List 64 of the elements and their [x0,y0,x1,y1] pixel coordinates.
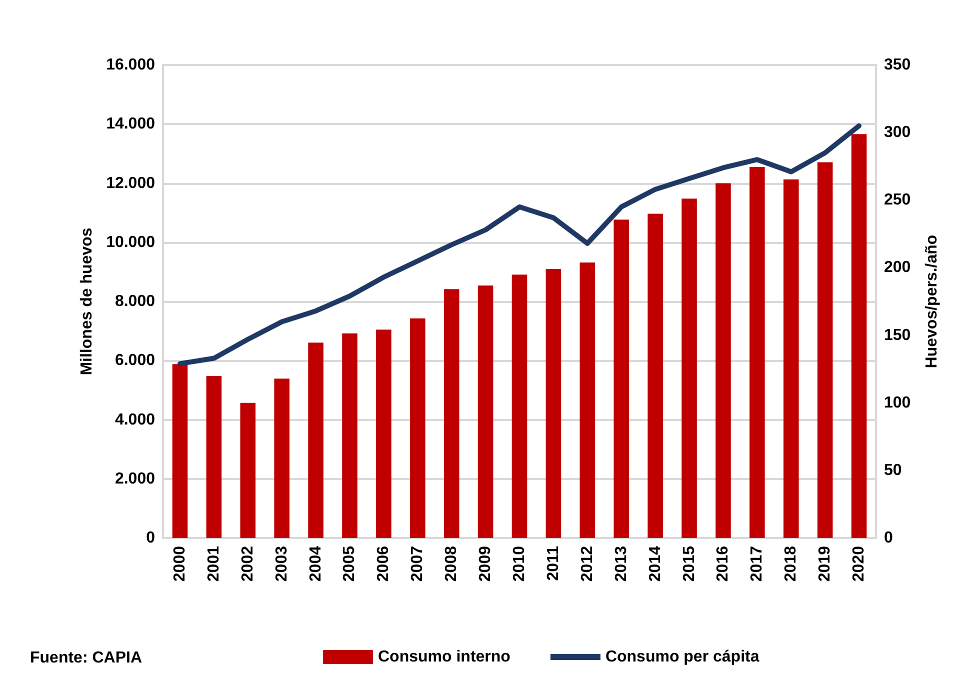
y-tick-label: 8.000 [114,293,156,310]
bar [512,274,528,538]
x-tick-label: 2014 [646,546,664,582]
bar [614,220,629,538]
bar [478,286,494,538]
bar [750,166,765,538]
y-tick-label: 14.000 [106,116,156,133]
x-tick-label: 2007 [409,546,426,582]
bar [444,289,460,538]
y-tick-label: 16.000 [106,56,156,74]
bar [817,162,833,538]
x-tick-label: 2020 [850,546,868,582]
y-tick-label: 0 [146,530,156,546]
bar [308,342,324,538]
bar [580,262,596,538]
y-tick-label: 12.000 [106,174,156,192]
x-tick-label: 2002 [239,546,256,582]
bar [783,179,799,538]
x-tick-label: 2003 [273,546,290,582]
x-tick-label: 2013 [612,546,630,582]
bar [376,330,392,538]
x-tick-label: 2011 [544,546,562,581]
x-tick-label: 2005 [341,546,358,582]
x-tick-label: 2004 [307,546,324,582]
y2-tick-label: 100 [884,394,911,412]
x-tick-label: 2006 [375,546,392,582]
y2-tick-label: 350 [884,56,911,74]
x-tick-label: 2009 [477,546,494,582]
x-tick-label: 2012 [578,546,596,582]
bar [682,198,697,538]
y2-tick-label: 50 [884,462,902,479]
x-tick-label: 2017 [748,546,766,582]
bar [410,318,426,538]
y-axis-title: Millones de huevos [78,228,96,376]
x-tick-label: 2000 [171,546,188,582]
y2-tick-label: 0 [884,530,893,546]
y-tick-label: 4.000 [114,411,156,428]
x-tick-label: 2018 [782,546,800,582]
bar [274,378,290,538]
legend-label: Consumo interno [378,648,511,666]
x-tick-label: 2010 [511,546,528,582]
legend-label: Consumo per cápita [605,648,760,666]
bar [716,183,731,538]
y-tick-label: 2.000 [114,470,156,488]
x-tick-label: 2001 [205,546,222,582]
y2-tick-label: 150 [884,326,911,344]
bar [342,333,358,538]
x-tick-label: 2015 [680,546,698,582]
y-tick-label: 6.000 [114,352,156,370]
source-note: Fuente: CAPIA [30,650,142,666]
x-tick-label: 2008 [443,546,460,582]
bar [172,364,188,538]
y2-axis-title: Huevos/pers./año [924,234,940,368]
y2-tick-label: 200 [884,259,911,276]
x-tick-label: 2019 [816,546,834,582]
y-tick-label: 10.000 [106,234,156,251]
x-tick-label: 2016 [714,546,732,582]
bar [206,376,222,538]
bar [546,268,562,538]
bar [240,402,256,538]
y2-tick-label: 250 [884,192,911,209]
bar [851,134,867,538]
y2-tick-label: 300 [884,124,911,142]
bar [648,214,663,538]
